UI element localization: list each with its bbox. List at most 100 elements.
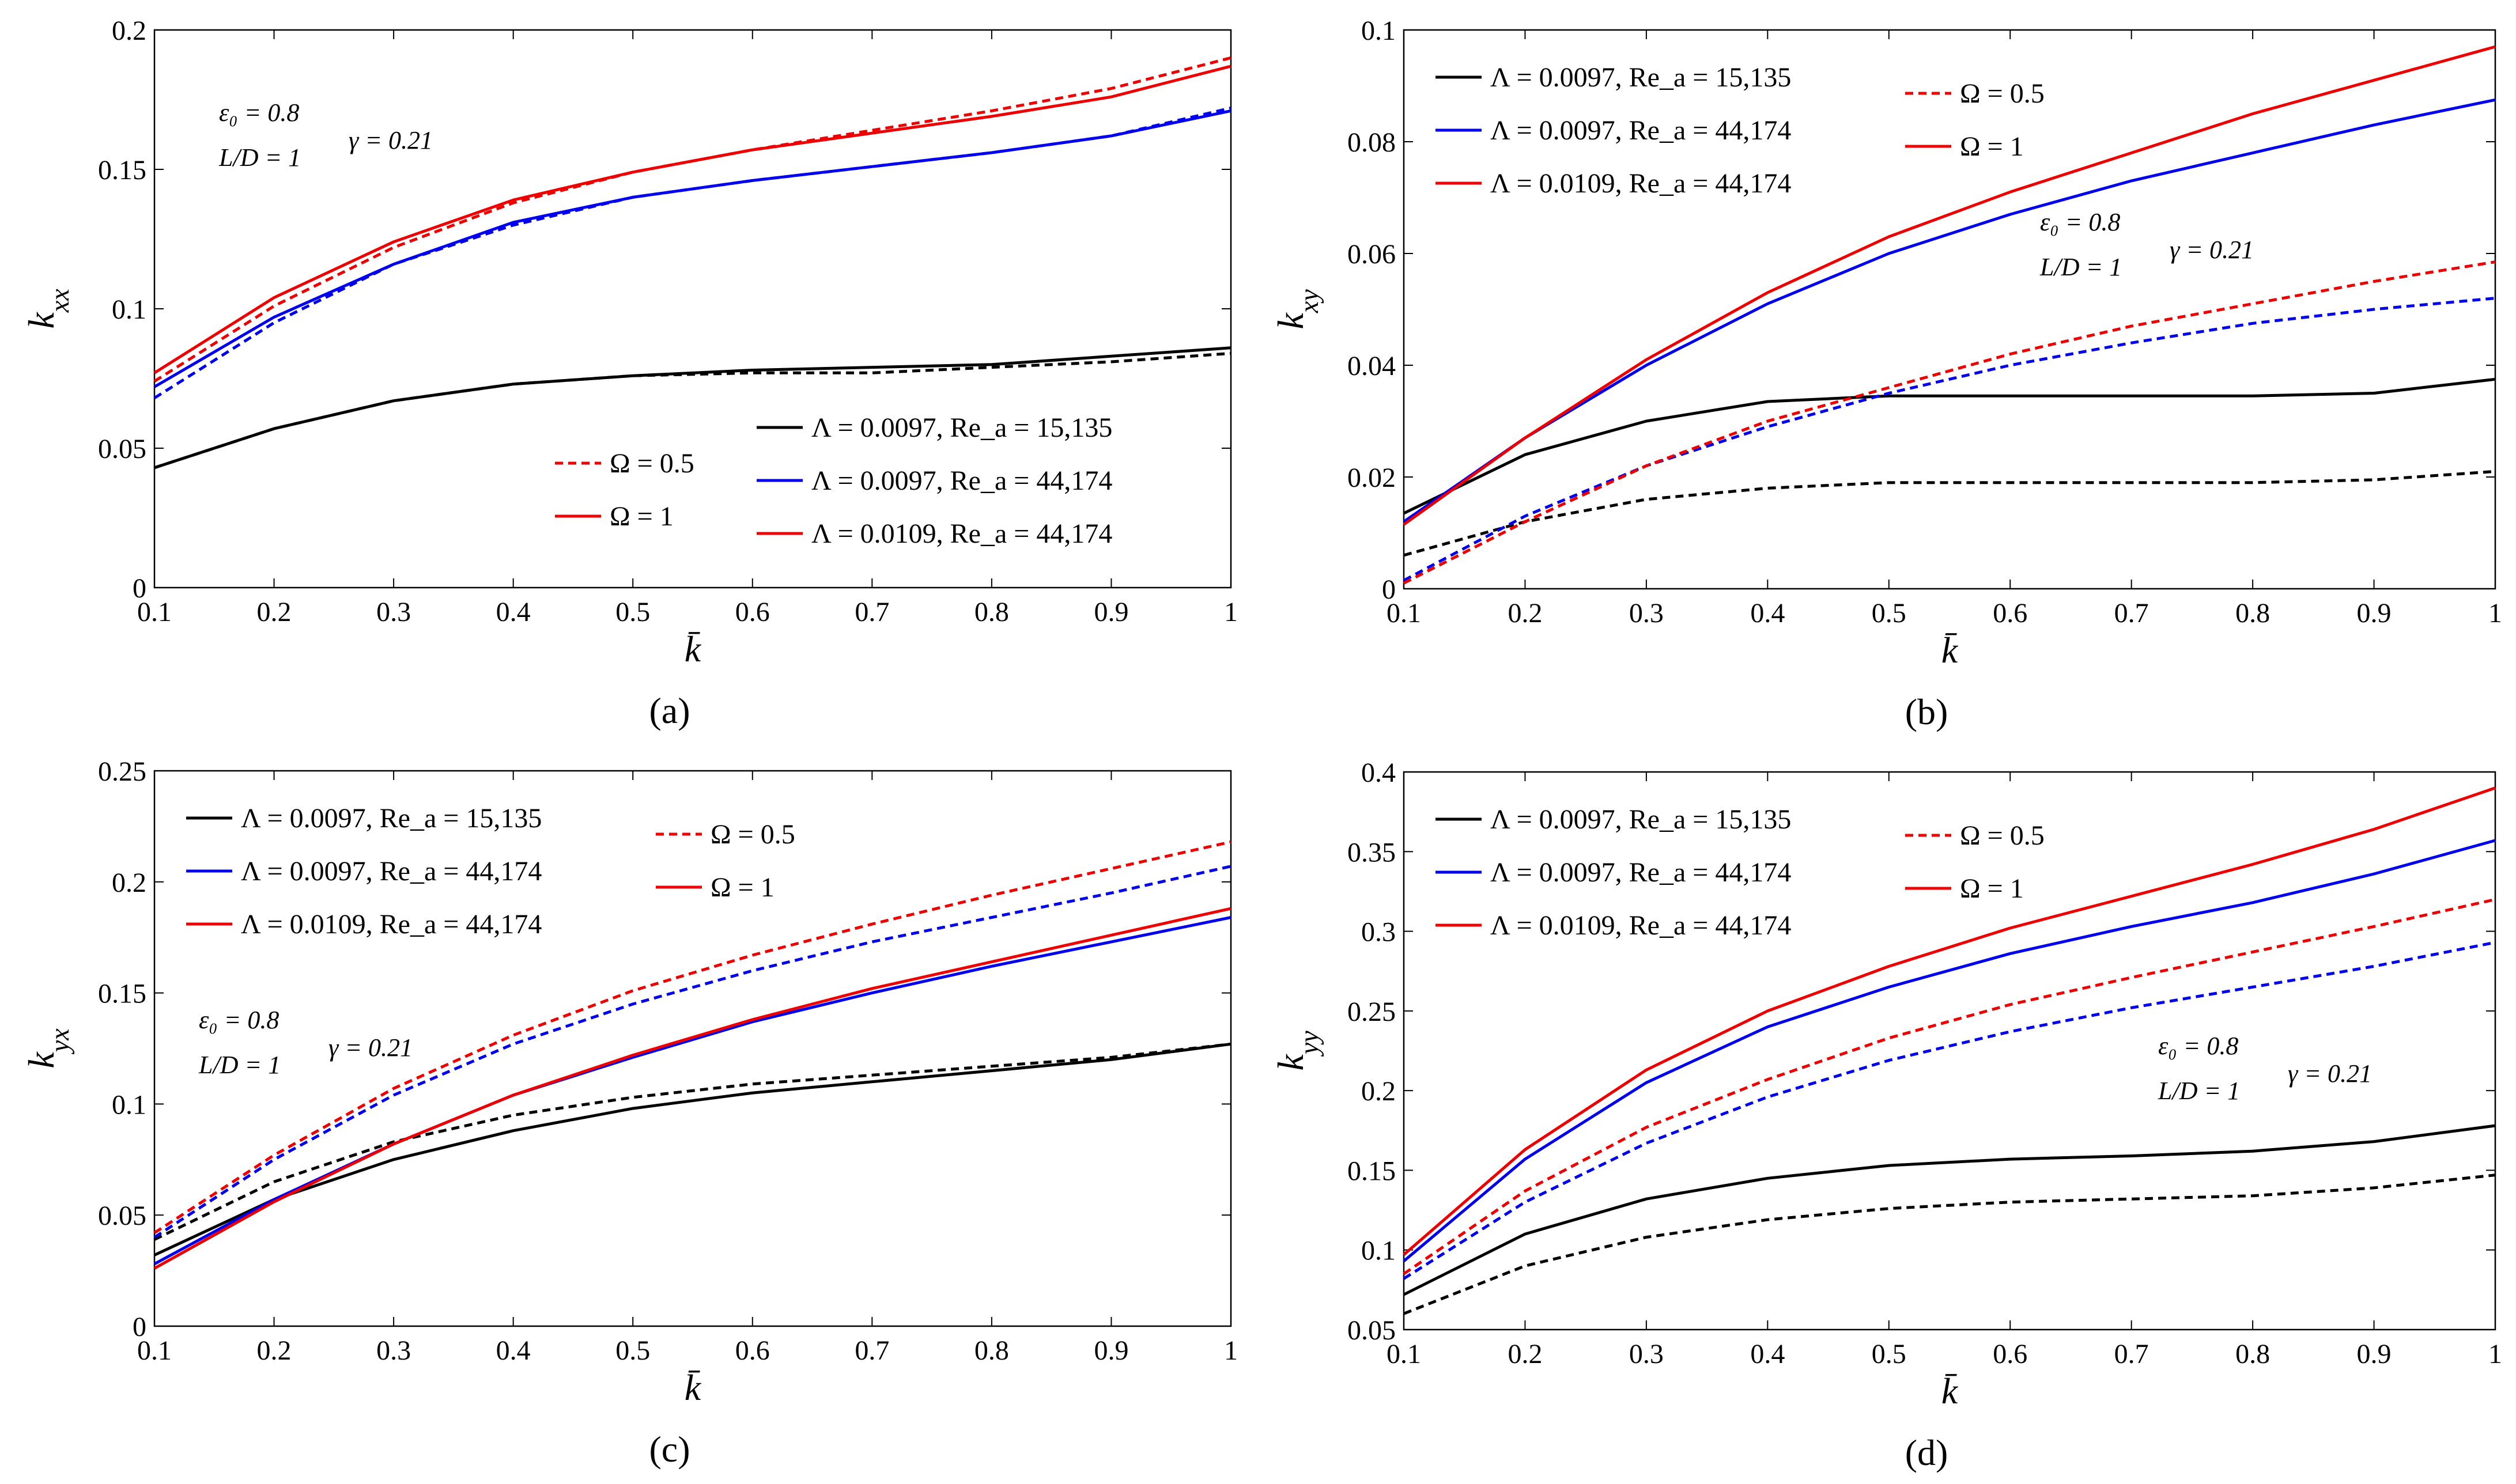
x-tick-label: 0.7 <box>2114 1339 2149 1369</box>
y-tick-label: 0.1 <box>112 1089 146 1120</box>
y-tick-label: 0 <box>133 1312 146 1342</box>
x-tick-label: 0.5 <box>1872 598 1906 629</box>
param-gamma: γ = 0.21 <box>328 1034 413 1062</box>
series-line-3 <box>1403 297 2496 582</box>
y-tick-label: 0.02 <box>1347 463 1396 493</box>
x-tick-label: 1 <box>2488 1339 2502 1369</box>
param-eccentricity: ε₀ = 0.8 <box>2158 1032 2238 1060</box>
x-tick-label: 1 <box>1224 597 1238 627</box>
series-line-5 <box>1403 898 2496 1275</box>
x-tick-label: 0.9 <box>2357 1339 2392 1369</box>
legend-label: Λ = 0.0109, Re_a = 44,174 <box>1490 910 1791 941</box>
series-line-3 <box>153 865 1231 1239</box>
series-line-1 <box>1403 470 2496 557</box>
y-axis-label: kxx <box>21 289 74 329</box>
series-line-4 <box>1403 45 2496 526</box>
series-line-5 <box>1403 260 2496 585</box>
x-tick-label: 0.9 <box>1094 597 1128 627</box>
plot-frame <box>153 29 1232 589</box>
x-tick-label: 0.3 <box>376 597 411 627</box>
series-line-2 <box>153 109 1231 388</box>
legend-label: Λ = 0.0097, Re_a = 15,135 <box>241 803 542 834</box>
series-line-0 <box>1403 1124 2496 1296</box>
y-tick-label: 0 <box>1382 574 1396 605</box>
linestyle-label: Ω = 0.5 <box>1960 78 2045 109</box>
x-tick-label: 1 <box>2488 598 2502 629</box>
y-tick-label: 0.25 <box>98 756 146 787</box>
x-tick-label: 0.7 <box>855 597 889 627</box>
x-tick-label: 0.4 <box>496 1335 531 1366</box>
y-tick-label: 0.15 <box>98 979 146 1009</box>
linestyle-label: Ω = 0.5 <box>610 448 694 479</box>
x-tick-label: 0.7 <box>855 1335 889 1366</box>
x-tick-label: 0.3 <box>1629 1339 1664 1369</box>
x-tick-label: 0.9 <box>2357 598 2392 629</box>
x-tick-label: 0.6 <box>735 1335 770 1366</box>
series-line-0 <box>1403 377 2496 515</box>
y-tick-label: 0.4 <box>1361 758 1396 788</box>
x-tick-label: 0.8 <box>974 1335 1009 1366</box>
y-axis-label: kyy <box>1270 1031 1324 1071</box>
linestyle-label: Ω = 0.5 <box>711 819 795 850</box>
series-line-4 <box>153 65 1231 374</box>
legend-label: Λ = 0.0109, Re_a = 44,174 <box>241 909 542 940</box>
legend-label: Λ = 0.0097, Re_a = 15,135 <box>1490 62 1791 93</box>
y-axis-label: kyx <box>21 1028 74 1069</box>
series-line-3 <box>153 107 1231 400</box>
x-tick-label: 0.3 <box>1629 598 1664 629</box>
param-length-diameter: L/D = 1 <box>218 143 301 172</box>
param-gamma: γ = 0.21 <box>349 126 433 154</box>
legend-label: Λ = 0.0109, Re_a = 44,174 <box>1490 168 1791 199</box>
chart-panel-a: 0.1 0.2 0.3 0.4 0.5 0.6 0.7 0.8 0.9 1 0 0.05 0.1 0.15… <box>21 16 1238 731</box>
x-tick-label: 0.8 <box>2235 1339 2270 1369</box>
x-axis-label: k̄ <box>1941 630 1959 671</box>
legend-label: Λ = 0.0109, Re_a = 44,174 <box>811 518 1112 549</box>
legend-label: Λ = 0.0097, Re_a = 15,135 <box>811 412 1112 443</box>
panel-label: (d) <box>1905 1432 1948 1473</box>
x-tick-label: 0.2 <box>1508 598 1542 629</box>
y-tick-label: 0.15 <box>1347 1156 1396 1186</box>
x-tick-label: 0.9 <box>1094 1335 1128 1366</box>
y-tick-label: 0.05 <box>98 434 146 464</box>
chart-panel-c: 0.1 0.2 0.3 0.4 0.5 0.6 0.7 0.8 0.9 1 0 0.05 0.1 0.15… <box>21 756 1238 1470</box>
series-line-5 <box>153 840 1231 1235</box>
y-tick-label: 0.1 <box>1361 16 1396 46</box>
series-line-5 <box>153 56 1231 383</box>
x-tick-label: 0.5 <box>615 1335 650 1366</box>
param-eccentricity: ε₀ = 0.8 <box>199 1006 279 1034</box>
x-tick-label: 1 <box>1224 1335 1238 1366</box>
param-eccentricity: ε₀ = 0.8 <box>219 99 299 127</box>
series-line-3 <box>1403 941 2496 1280</box>
x-tick-label: 0.1 <box>137 1335 172 1366</box>
linestyle-label: Ω = 0.5 <box>1960 820 2045 851</box>
x-tick-label: 0.1 <box>1387 1339 1421 1369</box>
linestyle-label: Ω = 1 <box>711 872 775 903</box>
x-tick-label: 0.6 <box>735 597 770 627</box>
series-line-2 <box>1403 98 2496 523</box>
chart-panel-b: 0.1 0.2 0.3 0.4 0.5 0.6 0.7 0.8 0.9 1 0 0.02 0.04 0.0… <box>1270 16 2502 732</box>
y-tick-label: 0.3 <box>1361 917 1396 948</box>
y-tick-label: 0.1 <box>112 294 146 325</box>
param-length-diameter: L/D = 1 <box>2158 1077 2240 1105</box>
x-tick-label: 0.7 <box>2114 598 2149 629</box>
plot-frame <box>153 770 1232 1327</box>
y-tick-label: 0.15 <box>98 155 146 186</box>
panel-label: (a) <box>649 690 690 731</box>
linestyle-label: Ω = 1 <box>1960 131 2024 162</box>
y-tick-label: 0.2 <box>112 16 146 46</box>
panel-label: (b) <box>1905 691 1948 732</box>
legend-label: Λ = 0.0097, Re_a = 15,135 <box>1490 804 1791 835</box>
series-line-1 <box>1403 1173 2496 1315</box>
x-tick-label: 0.5 <box>1872 1339 1906 1369</box>
x-tick-label: 0.2 <box>257 1335 292 1366</box>
x-tick-label: 0.4 <box>1750 598 1785 629</box>
y-tick-label: 0.2 <box>112 868 146 898</box>
chart-panel-d: 0.1 0.2 0.3 0.4 0.5 0.6 0.7 0.8 0.9 10.050.10.150… <box>1270 758 2502 1473</box>
legend-label: Λ = 0.0097, Re_a = 44,174 <box>1490 115 1791 146</box>
y-tick-label: 0 <box>133 573 146 604</box>
x-tick-label: 0.6 <box>1993 1339 2027 1369</box>
param-eccentricity: ε₀ = 0.8 <box>2040 208 2120 236</box>
series-line-1 <box>154 351 1231 470</box>
x-tick-label: 0.1 <box>1387 598 1421 629</box>
